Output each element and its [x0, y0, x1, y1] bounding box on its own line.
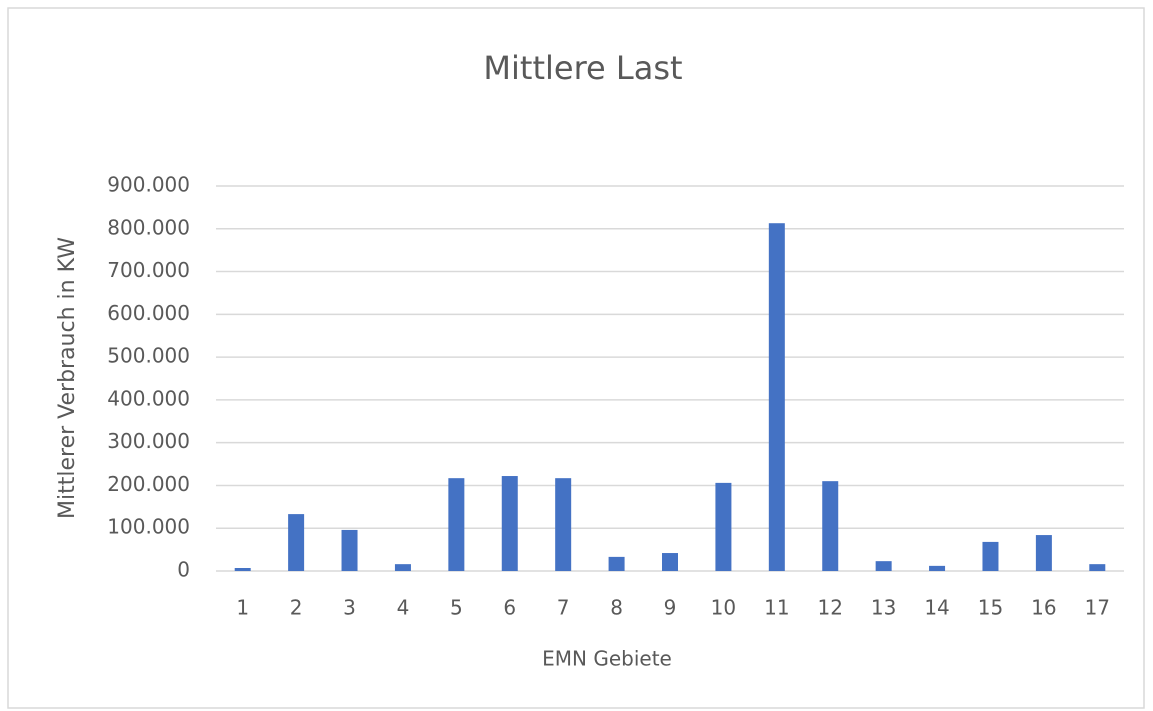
x-tick-label: 12 — [818, 596, 843, 620]
y-tick-label: 900.000 — [107, 173, 190, 197]
y-tick-label: 0 — [177, 558, 190, 582]
bar — [501, 476, 518, 571]
x-tick-label: 7 — [557, 596, 570, 620]
x-tick-label: 13 — [871, 596, 896, 620]
x-tick-label: 2 — [290, 596, 303, 620]
y-tick-label: 400.000 — [107, 386, 190, 410]
bar — [1089, 564, 1106, 571]
y-tick-label: 500.000 — [107, 344, 190, 368]
x-tick-label: 14 — [924, 596, 949, 620]
x-tick-label: 8 — [610, 596, 623, 620]
bar — [341, 529, 358, 571]
bar — [929, 565, 946, 571]
x-tick-label: 6 — [503, 596, 516, 620]
x-axis-label: EMN Gebiete — [542, 647, 672, 671]
x-tick-label: 17 — [1085, 596, 1110, 620]
x-tick-label: 11 — [764, 596, 789, 620]
y-tick-label: 200.000 — [107, 472, 190, 496]
x-tick-label: 1 — [236, 596, 249, 620]
y-tick-label: 300.000 — [107, 429, 190, 453]
bar — [715, 482, 732, 571]
bar — [394, 564, 411, 571]
x-tick-label: 16 — [1031, 596, 1056, 620]
chart-frame — [7, 7, 1145, 709]
y-tick-label: 700.000 — [107, 258, 190, 282]
bar — [608, 556, 625, 571]
chart-title: Mittlere Last — [483, 49, 683, 87]
x-tick-label: 3 — [343, 596, 356, 620]
x-tick-label: 15 — [978, 596, 1003, 620]
x-tick-label: 4 — [397, 596, 410, 620]
bar — [288, 514, 305, 571]
y-tick-label: 600.000 — [107, 301, 190, 325]
y-axis-label: Mittlerer Verbrauch in KW — [55, 237, 80, 519]
x-tick-label: 9 — [664, 596, 677, 620]
bar — [982, 541, 999, 571]
x-tick-label: 10 — [711, 596, 736, 620]
bar — [822, 481, 839, 571]
bar — [1035, 535, 1052, 571]
x-tick-label: 5 — [450, 596, 463, 620]
bar — [768, 223, 785, 571]
y-tick-label: 100.000 — [107, 515, 190, 539]
bar — [555, 478, 572, 571]
bar — [448, 478, 465, 571]
bar — [662, 553, 678, 571]
y-tick-label: 800.000 — [107, 215, 190, 239]
bar — [875, 561, 892, 571]
bar — [234, 568, 251, 571]
